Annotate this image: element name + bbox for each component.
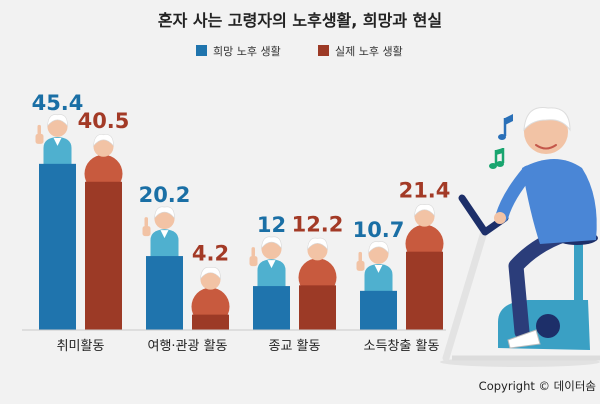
elderly-cyclist-illustration bbox=[440, 106, 600, 367]
chart-title: 혼자 사는 고령자의 노후생활, 희망과 현실 bbox=[158, 11, 442, 30]
elder-icon bbox=[142, 206, 179, 258]
category-label-1: 여행·관광 활동 bbox=[147, 338, 227, 354]
bar-hope-1 bbox=[146, 256, 183, 330]
elder-icon bbox=[356, 241, 393, 292]
elder-hair bbox=[47, 114, 68, 127]
elder-head bbox=[47, 116, 68, 137]
bar-real-3 bbox=[406, 251, 443, 330]
cyclist-hand bbox=[494, 212, 506, 224]
music-note-icon bbox=[498, 114, 513, 140]
elder-head bbox=[93, 136, 114, 157]
bar-real-0 bbox=[85, 181, 122, 330]
elder-hair bbox=[200, 267, 221, 280]
elder-head bbox=[154, 209, 175, 230]
elder-thumb bbox=[37, 124, 41, 135]
data-label-hope-1: 20.2 bbox=[139, 183, 191, 207]
bike-front-bar bbox=[442, 228, 488, 362]
elder-head bbox=[368, 243, 389, 264]
bar-hope-2 bbox=[253, 286, 290, 330]
category-label-3: 소득창출 활동 bbox=[364, 339, 440, 354]
elder-head bbox=[200, 269, 221, 290]
cyclist-shoe bbox=[507, 329, 541, 349]
elder-shirt bbox=[364, 263, 393, 292]
cyclist-shirt bbox=[522, 159, 597, 244]
chart-marks: 45.440.5 20.2 4.2 12 12.2 10.7 21.4 bbox=[32, 91, 451, 330]
music-note-icon-2 bbox=[489, 148, 505, 169]
bar-hope-0 bbox=[39, 163, 76, 330]
legend-label-real: 실제 노후 생활 bbox=[335, 44, 403, 58]
elder-thumb bbox=[144, 217, 148, 228]
category-labels: 취미활동 여행·관광 활동 종교 활동 소득창출 활동 bbox=[57, 338, 440, 354]
category-label-0: 취미활동 bbox=[57, 339, 105, 354]
cyclist-hair bbox=[523, 106, 571, 132]
bike-seat-post bbox=[574, 238, 583, 328]
elder-head bbox=[261, 239, 282, 260]
data-label-real-1: 4.2 bbox=[192, 242, 229, 266]
elder-thumb-hand bbox=[142, 226, 151, 237]
elder-icon bbox=[249, 236, 286, 288]
elder-thumb bbox=[358, 251, 362, 262]
legend-label-hope: 희망 노후 생활 bbox=[213, 44, 281, 58]
data-label-real-0: 40.5 bbox=[78, 109, 130, 133]
elder-hair bbox=[154, 206, 175, 219]
legend: 희망 노후 생활 실제 노후 생활 bbox=[196, 44, 403, 58]
bike-pedal-wheel bbox=[536, 314, 560, 338]
elder-hair bbox=[307, 237, 328, 251]
elder-head bbox=[307, 240, 328, 261]
elder-thumb bbox=[251, 247, 255, 258]
elder-thumb-hand bbox=[35, 133, 44, 144]
data-label-real-3: 21.4 bbox=[399, 179, 451, 203]
cyclist-smile bbox=[535, 144, 557, 150]
bar-real-1 bbox=[192, 314, 229, 330]
elder-collar bbox=[53, 137, 62, 146]
elder-hair bbox=[261, 236, 282, 249]
data-label-hope-0: 45.4 bbox=[32, 91, 84, 115]
data-label-real-2: 12.2 bbox=[292, 212, 344, 236]
elder-shirt bbox=[257, 259, 286, 288]
elder-collar bbox=[374, 264, 383, 273]
bar-real-2 bbox=[299, 285, 336, 330]
elder-hair bbox=[368, 241, 389, 254]
copyright-text: Copyright © 데이터솜 bbox=[479, 379, 596, 393]
elder-collar bbox=[160, 230, 169, 239]
elder-head bbox=[414, 206, 435, 227]
data-label-hope-3: 10.7 bbox=[353, 218, 405, 242]
legend-swatch-hope bbox=[196, 45, 207, 56]
elder-hair bbox=[93, 134, 114, 147]
category-label-2: 종교 활동 bbox=[269, 339, 321, 354]
data-label-hope-2: 12 bbox=[257, 213, 286, 237]
legend-swatch-real bbox=[318, 45, 329, 56]
elder-hair bbox=[414, 204, 435, 217]
elder-shirt bbox=[150, 229, 179, 258]
elder-collar bbox=[267, 260, 276, 269]
elder-icon bbox=[35, 114, 72, 165]
elder-thumb-hand bbox=[249, 256, 258, 267]
elder-shirt bbox=[43, 136, 72, 165]
cyclist-arm bbox=[495, 165, 535, 223]
elder-thumb-hand bbox=[356, 260, 365, 271]
bar-hope-3 bbox=[360, 290, 397, 330]
